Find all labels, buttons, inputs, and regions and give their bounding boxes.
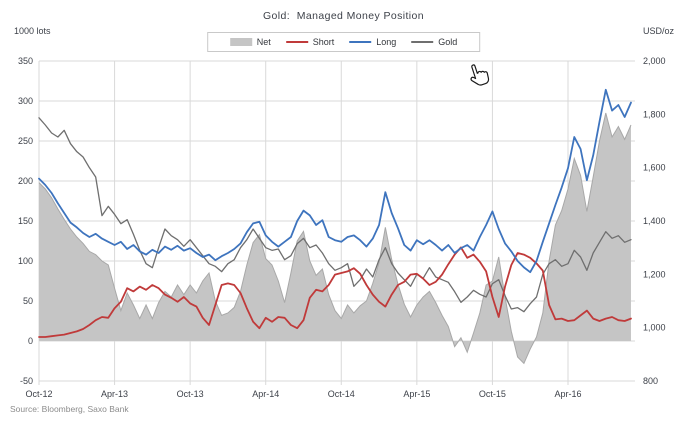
net-area-swatch-icon xyxy=(229,38,252,46)
right-axis-tick-label: 1,000 xyxy=(643,323,666,333)
x-axis-tick-label: Oct-13 xyxy=(177,389,204,399)
legend-label-short: Short xyxy=(312,37,335,47)
long-line-swatch-icon xyxy=(349,41,372,43)
left-axis-tick-label: 50 xyxy=(23,296,33,306)
right-axis-tick-label: 1,400 xyxy=(643,216,666,226)
x-axis-tick-label: Apr-14 xyxy=(252,389,279,399)
legend-item-gold: Gold xyxy=(411,37,457,47)
left-axis-tick-label: -50 xyxy=(20,376,33,386)
legend-item-long: Long xyxy=(349,37,396,47)
legend-label-gold: Gold xyxy=(438,37,458,47)
gold-line-swatch-icon xyxy=(411,41,434,43)
left-axis-tick-label: 250 xyxy=(18,136,33,146)
left-axis-tick-label: 300 xyxy=(18,96,33,106)
left-axis-tick-label: 350 xyxy=(18,56,33,66)
legend-label-long: Long xyxy=(376,37,397,47)
source-text: Source: Bloomberg, Saxo Bank xyxy=(10,404,129,414)
right-axis-unit-label: USD/oz xyxy=(642,26,674,36)
left-axis-tick-label: 0 xyxy=(28,336,33,346)
long-line-series xyxy=(38,88,632,274)
left-axis-tick-label: 200 xyxy=(18,176,33,186)
left-axis-tick-label: 100 xyxy=(18,256,33,266)
x-axis-tick-label: Apr-13 xyxy=(101,389,128,399)
right-axis-tick-label: 1,200 xyxy=(643,269,666,279)
short-line-swatch-icon xyxy=(285,41,308,43)
left-axis-tick-label: 150 xyxy=(18,216,33,226)
x-axis-tick-label: Apr-16 xyxy=(554,389,581,399)
x-axis-tick-label: Oct-12 xyxy=(25,389,52,399)
net-area-edge xyxy=(38,112,632,365)
gold-line-series xyxy=(38,117,632,313)
net-area-series xyxy=(39,113,631,364)
x-axis-tick-label: Oct-15 xyxy=(479,389,506,399)
right-axis-tick-label: 2,000 xyxy=(643,56,666,66)
legend-label-net: Net xyxy=(256,37,271,47)
legend-item-net: Net xyxy=(229,37,271,47)
x-axis-tick-label: Oct-14 xyxy=(328,389,355,399)
right-axis-tick-label: 1,800 xyxy=(643,109,666,119)
short-line-series xyxy=(38,246,632,338)
right-axis-tick-label: 800 xyxy=(643,376,658,386)
chart-title: Gold: Managed Money Position xyxy=(262,10,425,22)
x-axis-tick-label: Apr-15 xyxy=(403,389,430,399)
legend: Net Short Long Gold xyxy=(206,32,481,52)
left-axis-unit-label: 1000 lots xyxy=(14,26,51,36)
right-axis-tick-label: 1,600 xyxy=(643,163,666,173)
legend-item-short: Short xyxy=(285,37,335,47)
